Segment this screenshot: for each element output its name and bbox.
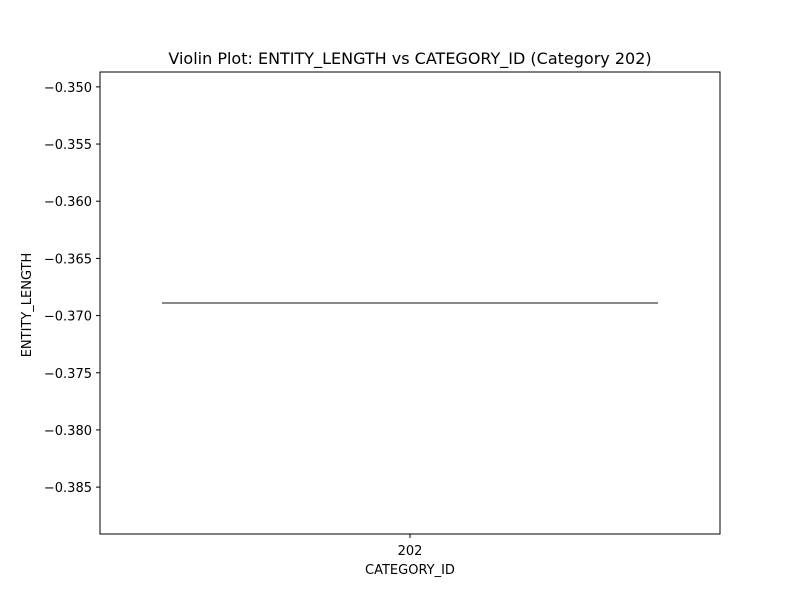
chart-title: Violin Plot: ENTITY_LENGTH vs CATEGORY_I…	[168, 49, 651, 69]
y-tick-label: −0.375	[44, 367, 92, 382]
y-tick-label: −0.365	[44, 252, 92, 267]
x-tick-label: 202	[398, 544, 423, 559]
y-tick-label: −0.350	[44, 81, 92, 96]
y-tick-label: −0.385	[44, 481, 92, 496]
y-tick-label: −0.380	[44, 424, 92, 439]
y-tick-label: −0.370	[44, 310, 92, 325]
y-tick-label: −0.360	[44, 195, 92, 210]
x-axis: 202	[398, 534, 423, 559]
y-axis: −0.350 −0.355 −0.360 −0.365 −0.370 −0.375 −0.3…	[44, 81, 100, 496]
x-axis-label: CATEGORY_ID	[365, 563, 455, 578]
y-axis-label: ENTITY_LENGTH	[20, 253, 35, 358]
y-tick-label: −0.355	[44, 138, 92, 153]
